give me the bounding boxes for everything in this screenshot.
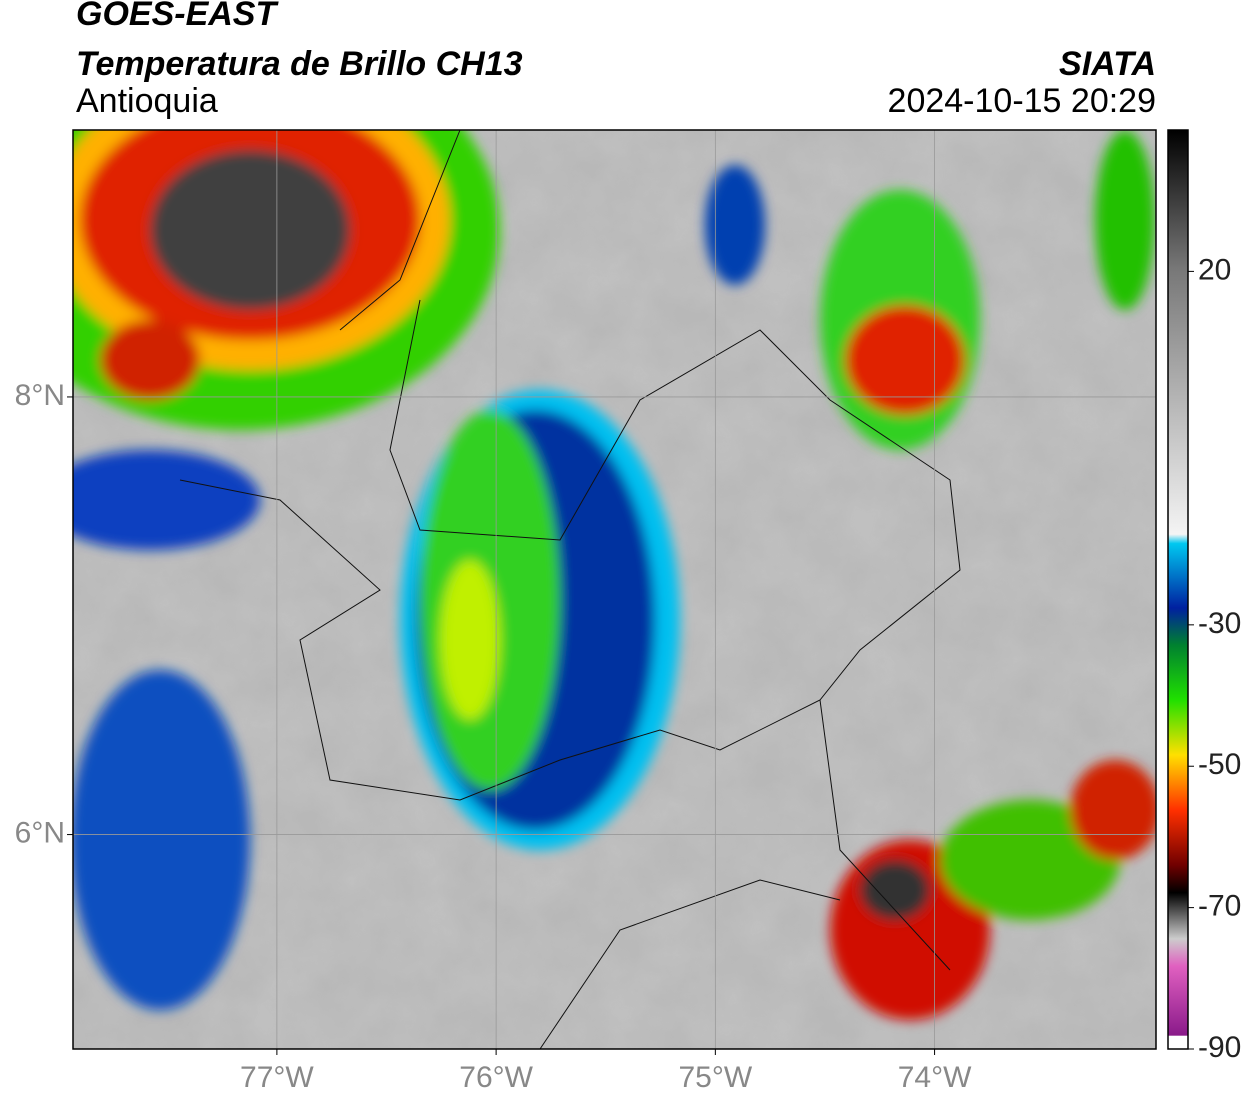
x-tick-label: 75°W	[679, 1061, 753, 1094]
x-tick-label: 74°W	[898, 1061, 972, 1094]
colorbar-tick-label: 20	[1198, 253, 1231, 286]
x-tick-label: 77°W	[240, 1061, 314, 1094]
satellite-image	[73, 130, 1156, 1049]
y-tick-label: 8°N	[15, 379, 65, 412]
colorbar-tick-label: -70	[1198, 890, 1241, 923]
region: Antioquia	[76, 82, 218, 120]
subtitle: Temperatura de Brillo CH13	[76, 45, 523, 83]
colorbar	[1167, 129, 1189, 1050]
map-frame	[72, 129, 1157, 1050]
x-tick-label: 76°W	[459, 1061, 533, 1094]
title: GOES-EAST	[76, 0, 279, 33]
datetime: 2024-10-15 20:29	[888, 82, 1156, 120]
colorbar-tick-label: -30	[1198, 607, 1241, 640]
y-tick-label: 6°N	[15, 816, 65, 849]
source: SIATA	[1059, 45, 1156, 83]
colorbar-tick-label: -50	[1198, 748, 1241, 781]
colorbar-tick-label: -90	[1198, 1031, 1241, 1064]
